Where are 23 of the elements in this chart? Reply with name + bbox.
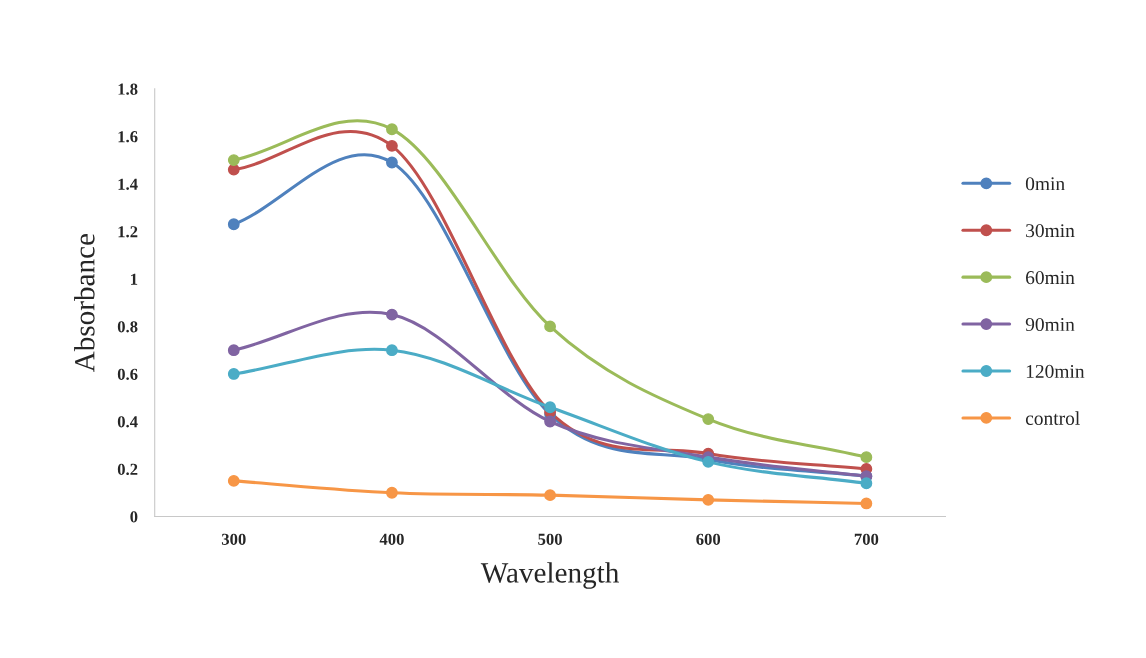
x-tick-label: 500: [538, 533, 562, 545]
y-tick-label: 1.4: [118, 178, 138, 190]
y-tick-label: 0.8: [117, 321, 138, 333]
y-tick-label: 1.8: [118, 83, 138, 95]
y-tick-label: 0.4: [117, 416, 138, 428]
y-tick-label: 1.2: [118, 226, 138, 238]
y-tick-label: 0.2: [117, 463, 138, 476]
x-axis-title: Wavelength: [480, 562, 619, 589]
y-tick-label: 0: [130, 511, 138, 523]
y-axis-title: Absorbance: [74, 234, 95, 373]
x-tick-label: 300: [221, 533, 246, 545]
y-tick-label: 0.6: [117, 368, 138, 380]
legend-label: 60min: [1026, 271, 1075, 285]
legend-label: 0min: [1025, 177, 1065, 191]
y-tick-label: 1: [131, 273, 138, 285]
x-tick-label: 700: [854, 533, 879, 545]
x-tick-label: 600: [696, 533, 721, 545]
legend-label: 90min: [1025, 317, 1075, 332]
y-tick-label: 1.6: [118, 131, 138, 143]
legend-label: control: [1025, 411, 1080, 425]
x-tick-label: 400: [379, 533, 404, 545]
legend-label: 30min: [1026, 224, 1075, 238]
legend-label: 120min: [1026, 364, 1085, 378]
